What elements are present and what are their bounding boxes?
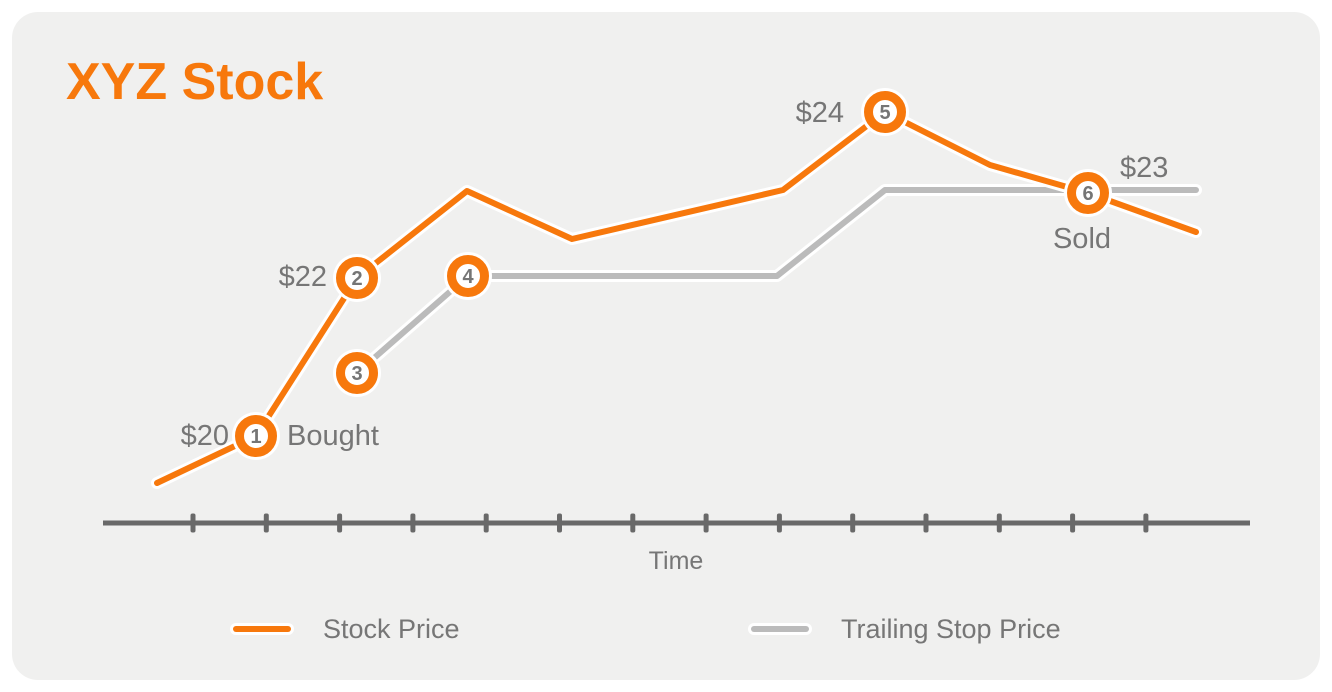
axis-tick [1143,513,1149,533]
chart-title: XYZ Stock [66,53,324,111]
chart-card [12,12,1320,680]
axis-tick [703,513,709,533]
marker-2-ring [336,257,378,299]
marker-4-number: 4 [462,266,474,288]
marker-1-ring [235,415,277,457]
axis-tick [263,513,269,533]
marker-6-ring [1067,172,1109,214]
axis-tick [410,513,416,533]
marker-4-ring [447,255,489,297]
legend-label: Stock Price [323,613,460,644]
axis-tick [996,513,1002,533]
marker-6-number: 6 [1082,183,1093,205]
time-axis-label: Time [649,547,704,575]
marker-1-number: 1 [250,426,261,448]
legend-item-stock-price: Stock Price [233,613,460,645]
marker-5-number: 5 [879,102,890,124]
legend-label: Trailing Stop Price [841,613,1061,644]
stock-price-swatch [233,626,291,632]
point-label: Bought [287,420,379,452]
trailing-stop-swatch [751,626,809,632]
point-label: $24 [796,97,844,129]
legend-item-trailing-stop-price: Trailing Stop Price [751,613,1061,645]
axis-tick [483,513,489,533]
axis-tick [630,513,636,533]
axis-tick [776,513,782,533]
point-label: $23 [1120,152,1168,184]
axis-tick [557,513,562,533]
axis-tick [850,513,856,533]
marker-3-number: 3 [351,363,362,385]
marker-2-number: 2 [351,268,362,290]
point-label: $22 [279,261,327,293]
point-label: Sold [1053,223,1111,255]
axis-tick [923,513,929,533]
point-label: $20 [181,420,229,452]
axis-tick [1070,513,1076,533]
marker-3-ring [336,352,378,394]
axis-tick [190,513,196,533]
marker-5-ring [864,91,906,133]
axis-tick [337,513,343,533]
stock-price-line [154,109,1199,486]
trailing-stop-price-line [354,187,1199,376]
